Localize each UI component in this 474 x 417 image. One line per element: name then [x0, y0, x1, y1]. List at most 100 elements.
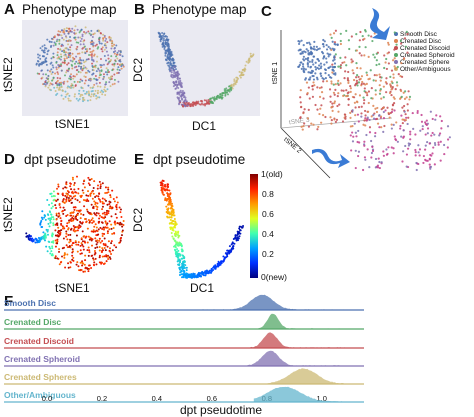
- scatter-point: [375, 74, 378, 77]
- scatter-point: [396, 140, 399, 143]
- scatter-point: [368, 166, 371, 169]
- scatter-point: [75, 97, 78, 100]
- scatter-point: [446, 146, 449, 149]
- scatter-point: [367, 55, 370, 58]
- scatter-point: [175, 71, 178, 74]
- scatter-point: [69, 99, 72, 102]
- scatter-point: [370, 115, 373, 118]
- scatter-point: [97, 46, 100, 49]
- scatter-point: [120, 67, 123, 70]
- scatter-point: [79, 67, 82, 70]
- scatter-point: [98, 81, 101, 84]
- scatter-point: [85, 50, 88, 53]
- scatter-point: [61, 61, 64, 64]
- scatter-point: [67, 262, 70, 265]
- scatter-point: [402, 129, 405, 132]
- scatter-point: [302, 55, 305, 58]
- scatter-point: [378, 84, 381, 87]
- scatter-point: [326, 52, 329, 55]
- scatter-point: [357, 154, 360, 158]
- scatter-point: [71, 197, 74, 200]
- scatter-point: [50, 37, 53, 40]
- scatter-point: [75, 55, 78, 58]
- scatter-point: [242, 73, 245, 76]
- scatter-point: [103, 48, 106, 51]
- scatter-point: [165, 38, 168, 41]
- scatter-point: [50, 195, 53, 198]
- scatter-point: [100, 69, 103, 72]
- panel-f-letter: F: [4, 293, 14, 310]
- scatter-point: [64, 90, 67, 93]
- scatter-point: [52, 190, 55, 193]
- scatter-point: [99, 183, 102, 186]
- scatter-point: [92, 220, 95, 223]
- scatter-point: [50, 192, 53, 195]
- scatter-point: [83, 179, 86, 182]
- scatter-point: [88, 221, 91, 224]
- scatter-point: [393, 65, 396, 68]
- scatter-point: [76, 261, 79, 264]
- scatter-point: [100, 48, 103, 51]
- scatter-point: [48, 203, 51, 206]
- scatter-point: [61, 50, 64, 53]
- scatter-point: [93, 83, 96, 86]
- scatter-point: [85, 235, 88, 238]
- scatter-point: [94, 237, 97, 240]
- scatter-point: [162, 37, 165, 40]
- scatter-point: [357, 150, 361, 153]
- scatter-point: [359, 30, 362, 34]
- scatter-point: [402, 150, 405, 153]
- scatter-point: [70, 63, 73, 66]
- scatter-point: [109, 85, 112, 88]
- scatter-point: [407, 116, 410, 119]
- scatter-point: [84, 254, 87, 257]
- scatter-point: [334, 83, 337, 86]
- scatter-point: [97, 233, 100, 236]
- scatter-point: [333, 102, 336, 105]
- scatter-point: [92, 258, 95, 261]
- scatter-point: [68, 241, 71, 244]
- scatter-point: [224, 94, 227, 97]
- scatter-point: [302, 58, 305, 61]
- scatter-point: [82, 245, 85, 248]
- scatter-point: [316, 128, 319, 131]
- scatter-point: [118, 241, 121, 244]
- scatter-point: [58, 57, 61, 60]
- scatter-point: [103, 54, 106, 57]
- scatter-point: [83, 270, 86, 273]
- scatter-point: [84, 32, 87, 35]
- scatter-point: [249, 55, 252, 58]
- scatter-point: [337, 110, 340, 113]
- scatter-point: [57, 183, 60, 186]
- legend-label: Crenated Sphere: [400, 59, 450, 66]
- scatter-point: [357, 106, 361, 109]
- scatter-point: [425, 119, 428, 122]
- scatter-point: [318, 47, 321, 50]
- scatter-point: [190, 276, 193, 279]
- scatter-point: [307, 56, 310, 60]
- scatter-point: [118, 71, 121, 74]
- scatter-point: [319, 62, 323, 65]
- scatter-point: [240, 71, 243, 74]
- scatter-point: [92, 95, 95, 98]
- scatter-point: [52, 240, 55, 243]
- scatter-point: [110, 242, 113, 245]
- scatter-point: [68, 221, 71, 224]
- scatter-point: [104, 90, 107, 93]
- scatter-point: [30, 235, 33, 238]
- scatter-point: [405, 96, 408, 99]
- scatter-point: [69, 59, 72, 62]
- scatter-point: [354, 131, 357, 134]
- scatter-point: [190, 274, 193, 277]
- scatter-point: [177, 87, 180, 90]
- scatter-point: [95, 82, 98, 85]
- scatter-point: [82, 67, 85, 70]
- scatter-point: [111, 232, 114, 235]
- scatter-point: [211, 96, 214, 99]
- scatter-point: [329, 33, 332, 36]
- scatter-point: [56, 51, 59, 54]
- scatter-point: [173, 74, 176, 77]
- scatter-point: [39, 221, 42, 224]
- scatter-point: [311, 60, 314, 63]
- scatter-point: [368, 126, 372, 129]
